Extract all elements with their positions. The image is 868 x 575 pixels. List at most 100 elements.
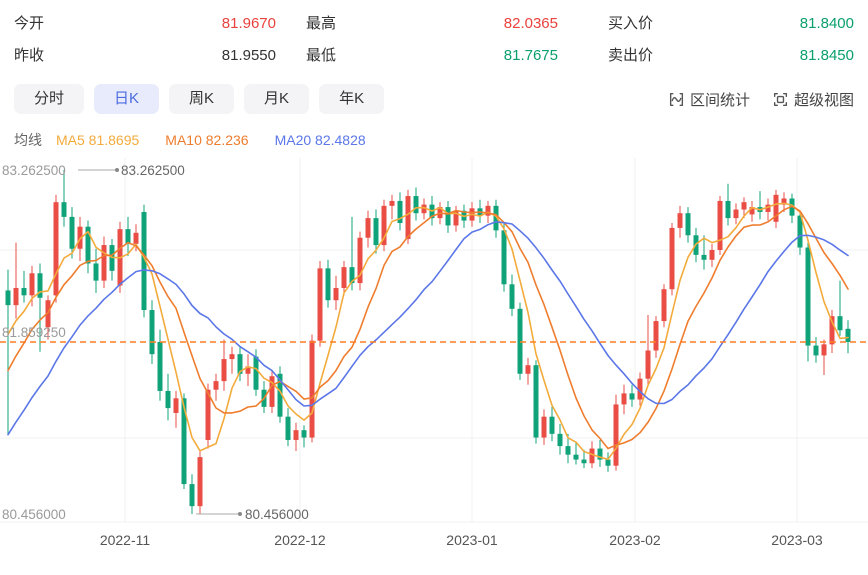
ma-legend-item-ma5: MA5 81.8695: [56, 132, 140, 148]
quote-label: 最高: [306, 15, 337, 32]
range-stats-icon: [669, 92, 684, 106]
high-marker-label: 83.262500: [121, 163, 185, 178]
tab-分时[interactable]: 分时: [14, 84, 85, 114]
candle-body: [781, 198, 787, 205]
candle-body: [317, 268, 323, 341]
candle-body: [637, 378, 643, 400]
quote-label: 买入价: [608, 15, 654, 32]
candle-body: [717, 200, 723, 250]
range-stats-button[interactable]: 区间统计: [668, 89, 750, 110]
candle-body: [725, 200, 731, 219]
candle-body: [533, 365, 539, 438]
candle-body: [269, 376, 275, 407]
candle-body: [797, 215, 803, 248]
candle-body: [565, 446, 571, 455]
candle-body: [37, 273, 43, 298]
candle-body: [373, 218, 379, 246]
ma-legend-item-ma10: MA10 82.236: [165, 132, 249, 148]
candle-body: [485, 205, 491, 216]
candle-body: [53, 202, 59, 296]
candle-body: [85, 226, 91, 264]
candle-body: [157, 341, 163, 391]
candle-body: [501, 230, 507, 285]
candle-body: [365, 218, 371, 238]
candle-body: [805, 247, 811, 346]
candle-body: [677, 213, 683, 228]
candle-body: [629, 393, 635, 400]
candle-body: [237, 354, 243, 374]
ma10-line: [7, 205, 849, 450]
candle-body: [541, 416, 547, 438]
candle-body: [213, 381, 219, 390]
x-axis-label: 2022-11: [100, 532, 151, 548]
quote-panel: 今开 81.9670 最高 82.0365 买入价 81.8400 昨收 81.9550 最低 8…: [0, 0, 868, 72]
candle-body: [61, 202, 67, 217]
candle-body: [685, 213, 691, 236]
tab-日K[interactable]: 日K: [94, 84, 160, 114]
candle-body: [333, 287, 339, 301]
candle-body: [285, 416, 291, 440]
candle-body: [445, 207, 451, 226]
candle-body: [493, 205, 499, 231]
x-axis-label: 2022-12: [274, 532, 326, 548]
ma-legend-item-ma20: MA20 82.4828: [274, 132, 366, 148]
candle-body: [253, 356, 259, 390]
super-view-button[interactable]: 超级视图: [772, 89, 854, 110]
tab-月K[interactable]: 月K: [244, 84, 310, 114]
candle-body: [733, 209, 739, 219]
ma-legend-title: 均线: [14, 132, 42, 148]
candle-body: [813, 345, 819, 356]
candle-body: [125, 229, 131, 244]
candle-body: [669, 227, 675, 290]
candle-body: [509, 284, 515, 309]
candlestick-chart[interactable]: 83.262500 80.456000 83.262500 81.859250 80.4…: [0, 156, 868, 553]
range-stats-label: 区间统计: [689, 91, 750, 109]
candle-body: [525, 365, 531, 374]
quote-value: 81.7675: [503, 47, 558, 64]
candle-body: [453, 210, 459, 226]
quote-value: 81.9670: [221, 15, 276, 32]
candle-body: [29, 273, 35, 296]
candle-body: [845, 328, 851, 342]
candle-body: [133, 232, 139, 244]
quote-label: 卖出价: [608, 47, 654, 64]
candle-body: [69, 216, 75, 249]
period-tab-bar: 分时 日K 周K 月K 年K 区间统计 超级视图: [0, 72, 868, 114]
quote-value: 81.8400: [799, 15, 854, 32]
candle-body: [357, 237, 363, 284]
candle-body: [173, 398, 179, 414]
ma5-line: [7, 202, 849, 461]
tab-周K[interactable]: 周K: [169, 84, 235, 114]
candle-body: [613, 404, 619, 466]
quote-value: 81.9550: [221, 47, 276, 64]
candle-body: [13, 287, 19, 306]
candle-body: [765, 204, 771, 212]
candle-body: [101, 245, 107, 281]
y-axis-max-label: 83.262500: [2, 163, 66, 178]
candle-body: [293, 430, 299, 440]
tab-年K[interactable]: 年K: [319, 84, 385, 114]
x-axis-label: 2023-01: [446, 532, 498, 548]
candle-body: [21, 287, 27, 296]
candle-body: [589, 448, 595, 464]
candle-body: [325, 268, 331, 301]
y-axis-current-label: 81.859250: [2, 325, 66, 340]
candle-body: [773, 194, 779, 222]
candle-body: [277, 373, 283, 417]
super-view-icon: [773, 92, 788, 106]
candle-body: [205, 389, 211, 440]
ma-legend: 均线 MA5 81.8695 MA10 82.236 MA20 82.4828: [0, 114, 868, 150]
candlestick-chart-svg[interactable]: 83.262500 80.456000 83.262500 81.859250 80.4…: [0, 156, 868, 553]
candle-body: [341, 267, 347, 288]
candle-body: [301, 430, 307, 438]
high-marker-dot: [115, 168, 119, 172]
candle-body: [597, 448, 603, 460]
candle-body: [421, 204, 427, 214]
candle-body: [389, 200, 395, 206]
y-axis-min-label: 80.456000: [2, 507, 66, 522]
low-marker-label: 80.456000: [245, 507, 309, 522]
quote-value: 82.0365: [503, 15, 558, 32]
candle-body: [709, 249, 715, 260]
candle-body: [229, 354, 235, 360]
candle-body: [829, 316, 835, 345]
